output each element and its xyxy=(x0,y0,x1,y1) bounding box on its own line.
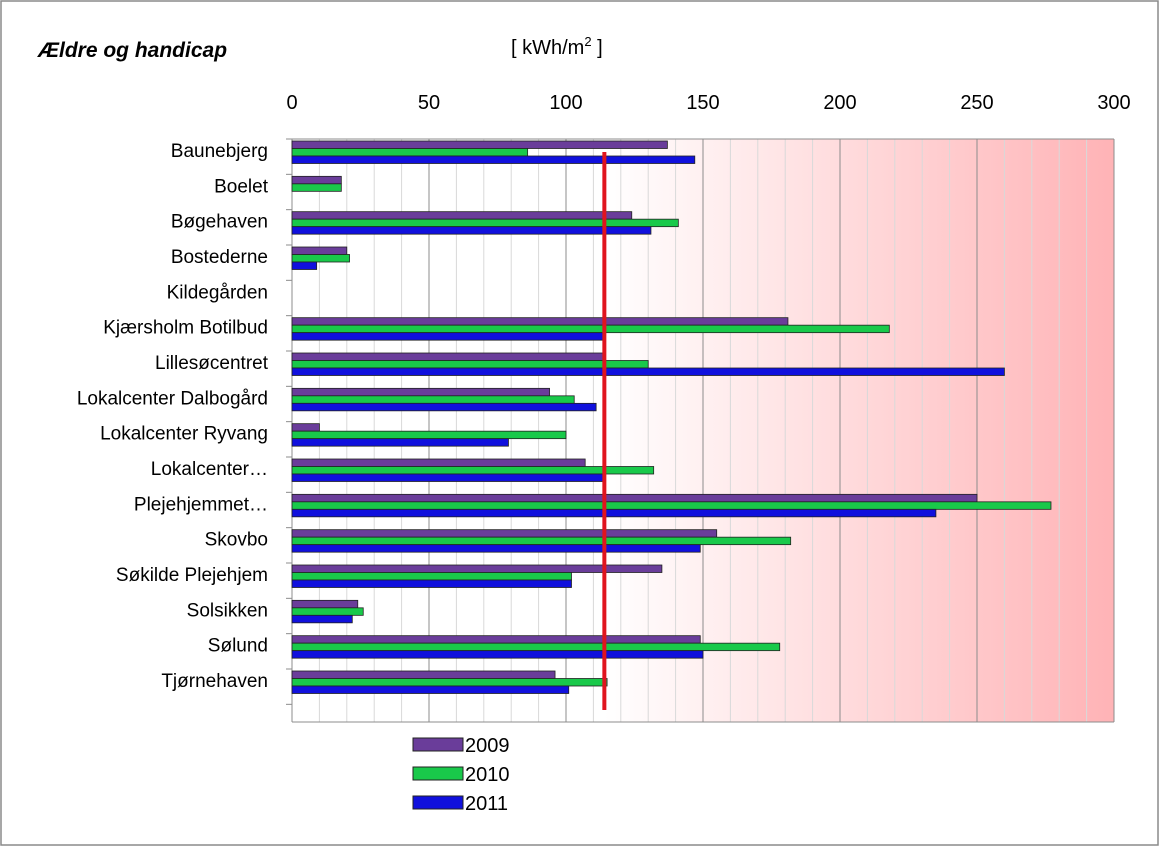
bar-2009-10 xyxy=(291,493,978,503)
bar-2011-2 xyxy=(291,226,652,235)
category-label: Kildegården xyxy=(167,282,268,303)
bar-2009-15 xyxy=(291,670,556,679)
bar-2009-1 xyxy=(291,175,342,185)
category-label: Lokalcenter… xyxy=(151,459,268,480)
legend-swatch xyxy=(412,795,464,810)
chart-title: Ældre og handicap xyxy=(37,39,227,62)
bar-2009-8 xyxy=(291,423,320,432)
bar-2011-9 xyxy=(291,473,605,482)
category-label: Solsikken xyxy=(187,600,268,621)
bar-2010-3 xyxy=(291,254,350,263)
legend-swatch xyxy=(412,737,464,752)
bar-2011-14 xyxy=(291,650,704,659)
legend-swatch xyxy=(412,766,464,781)
category-label: Lillesøcentret xyxy=(155,353,269,374)
bar-2010-9 xyxy=(291,466,655,475)
bar-2009-5 xyxy=(291,317,789,326)
bar-2009-7 xyxy=(291,387,550,397)
legend-label: 2011 xyxy=(465,793,508,815)
category-label: Lokalcenter Ryvang xyxy=(100,424,268,445)
bar-2011-13 xyxy=(291,614,353,624)
bar-2011-7 xyxy=(291,402,597,412)
x-tick-label: 100 xyxy=(549,92,582,114)
legend: 2009 2010 2011 xyxy=(412,735,510,815)
bar-2011-12 xyxy=(291,579,572,588)
bar-2010-0 xyxy=(291,148,529,157)
bar-2009-6 xyxy=(291,352,605,361)
bar-2009-14 xyxy=(291,635,701,644)
bar-2011-8 xyxy=(291,438,509,447)
bar-2011-5 xyxy=(291,332,605,341)
bar-2010-15 xyxy=(291,678,608,687)
category-label: Lokalcenter Dalbogård xyxy=(77,388,268,409)
x-tick-label: 250 xyxy=(960,92,993,114)
bar-2009-3 xyxy=(291,246,348,255)
x-tick-label: 300 xyxy=(1097,92,1130,114)
category-label: Søkilde Plejehjem xyxy=(116,565,268,586)
category-label: Boelet xyxy=(214,176,269,197)
bar-2011-15 xyxy=(291,685,570,694)
x-tick-label: 50 xyxy=(418,92,440,114)
category-label: Kjærsholm Botilbud xyxy=(103,318,268,339)
category-label: Skovbo xyxy=(205,530,268,551)
bar-2010-13 xyxy=(291,607,364,616)
bar-2010-11 xyxy=(291,536,792,546)
bar-2009-9 xyxy=(291,458,586,467)
legend-label: 2009 xyxy=(465,735,510,757)
category-label: Baunebjerg xyxy=(171,141,268,162)
category-label: Sølund xyxy=(208,636,268,657)
x-axis-ticks: 0 50 100 150 200 250 300 xyxy=(286,92,1130,114)
category-labels: Baunebjerg Boelet Bøgehaven Bostederne Kilde… xyxy=(77,141,269,692)
category-label: Plejehjemmet… xyxy=(134,494,268,515)
category-label: Bostederne xyxy=(171,247,268,268)
bar-2010-7 xyxy=(291,395,575,404)
category-label: Tjørnehaven xyxy=(161,671,268,692)
bar-2010-8 xyxy=(291,430,567,440)
bar-2010-6 xyxy=(291,360,649,369)
x-tick-label: 200 xyxy=(823,92,856,114)
bar-2011-6 xyxy=(291,367,1005,376)
bar-2010-1 xyxy=(291,183,342,192)
bar-2011-10 xyxy=(291,508,937,518)
x-tick-label: 150 xyxy=(686,92,719,114)
bar-2011-0 xyxy=(291,155,696,164)
x-tick-label: 0 xyxy=(286,92,297,114)
bar-2009-12 xyxy=(291,564,663,573)
unit-label: [ kWh/m2 ] xyxy=(511,34,603,59)
category-label: Bøgehaven xyxy=(171,212,268,233)
bar-2009-11 xyxy=(291,529,718,538)
legend-label: 2010 xyxy=(465,764,510,786)
bar-2009-0 xyxy=(291,140,668,149)
bar-2011-11 xyxy=(291,544,701,553)
bar-2010-14 xyxy=(291,642,781,652)
bar-2010-10 xyxy=(291,501,1052,510)
bar-2011-3 xyxy=(291,261,318,270)
bars xyxy=(291,140,1052,694)
bar-2010-12 xyxy=(291,572,572,581)
bar-2009-2 xyxy=(291,211,633,220)
bar-2010-5 xyxy=(291,324,890,334)
bar-2009-13 xyxy=(291,599,359,609)
bar-2010-2 xyxy=(291,218,679,228)
